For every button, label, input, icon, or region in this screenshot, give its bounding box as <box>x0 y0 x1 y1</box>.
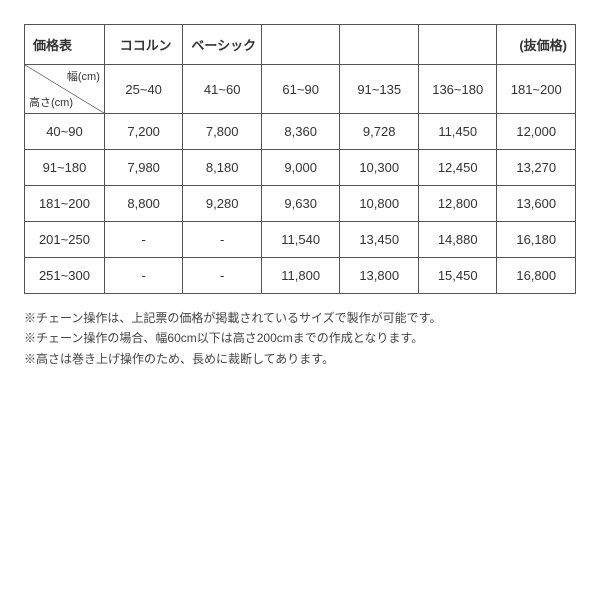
price-cell: 16,800 <box>497 258 576 294</box>
table-row: 40~90 7,200 7,800 8,360 9,728 11,450 12,… <box>25 114 576 150</box>
blank-cell-3 <box>418 25 497 65</box>
price-cell: 16,180 <box>497 222 576 258</box>
price-cell: 8,800 <box>104 186 183 222</box>
table-row: 91~180 7,980 8,180 9,000 10,300 12,450 1… <box>25 150 576 186</box>
price-cell: 9,630 <box>261 186 340 222</box>
price-cell: 9,280 <box>183 186 262 222</box>
width-range: 61~90 <box>261 65 340 114</box>
price-cell: 9,728 <box>340 114 419 150</box>
notes-block: ※チェーン操作は、上記票の価格が掲載されているサイズで製作が可能です。 ※チェー… <box>24 308 576 369</box>
width-range: 91~135 <box>340 65 419 114</box>
price-cell: 11,450 <box>418 114 497 150</box>
price-cell: - <box>183 222 262 258</box>
price-cell: 7,800 <box>183 114 262 150</box>
price-cell: - <box>183 258 262 294</box>
price-cell: 12,450 <box>418 150 497 186</box>
header-row: 価格表 ココルン ベーシック (抜価格) <box>25 25 576 65</box>
width-range: 181~200 <box>497 65 576 114</box>
price-cell: - <box>104 222 183 258</box>
blank-cell-2 <box>340 25 419 65</box>
blank-cell-1 <box>261 25 340 65</box>
width-range: 136~180 <box>418 65 497 114</box>
height-range: 91~180 <box>25 150 105 186</box>
price-cell: 7,980 <box>104 150 183 186</box>
axis-row: 幅(cm) 高さ(cm) 25~40 41~60 61~90 91~135 13… <box>25 65 576 114</box>
width-range: 41~60 <box>183 65 262 114</box>
price-cell: 11,540 <box>261 222 340 258</box>
width-axis-label: 幅(cm) <box>67 68 100 84</box>
note-line: ※チェーン操作の場合、幅60cm以下は高さ200cmまでの作成となります。 <box>24 328 576 348</box>
table-row: 251~300 - - 11,800 13,800 15,450 16,800 <box>25 258 576 294</box>
height-range: 181~200 <box>25 186 105 222</box>
height-range: 251~300 <box>25 258 105 294</box>
price-cell: 11,800 <box>261 258 340 294</box>
price-cell: 12,800 <box>418 186 497 222</box>
height-range: 201~250 <box>25 222 105 258</box>
price-cell: 15,450 <box>418 258 497 294</box>
price-table: 価格表 ココルン ベーシック (抜価格) 幅(cm) 高さ(cm) 25~40 … <box>24 24 576 294</box>
note-line: ※高さは巻き上げ操作のため、長めに裁断してあります。 <box>24 349 576 369</box>
table-row: 201~250 - - 11,540 13,450 14,880 16,180 <box>25 222 576 258</box>
width-range: 25~40 <box>104 65 183 114</box>
price-cell: 9,000 <box>261 150 340 186</box>
brand1-cell: ココルン <box>104 25 183 65</box>
price-cell: 7,200 <box>104 114 183 150</box>
price-cell: 14,880 <box>418 222 497 258</box>
price-cell: 13,800 <box>340 258 419 294</box>
brand2-cell: ベーシック <box>183 25 262 65</box>
price-cell: 13,600 <box>497 186 576 222</box>
price-label-cell: (抜価格) <box>497 25 576 65</box>
price-cell: 13,450 <box>340 222 419 258</box>
price-cell: - <box>104 258 183 294</box>
price-cell: 13,270 <box>497 150 576 186</box>
price-cell: 12,000 <box>497 114 576 150</box>
price-cell: 10,300 <box>340 150 419 186</box>
title-cell: 価格表 <box>25 25 105 65</box>
price-cell: 8,180 <box>183 150 262 186</box>
height-range: 40~90 <box>25 114 105 150</box>
note-line: ※チェーン操作は、上記票の価格が掲載されているサイズで製作が可能です。 <box>24 308 576 328</box>
price-cell: 8,360 <box>261 114 340 150</box>
price-cell: 10,800 <box>340 186 419 222</box>
height-axis-label: 高さ(cm) <box>29 94 73 110</box>
table-row: 181~200 8,800 9,280 9,630 10,800 12,800 … <box>25 186 576 222</box>
diagonal-axis-cell: 幅(cm) 高さ(cm) <box>25 65 105 114</box>
